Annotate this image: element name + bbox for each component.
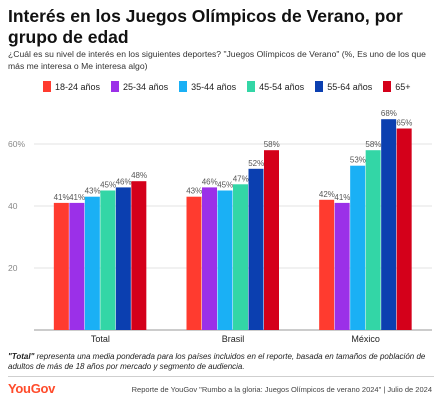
data-label: 43% [186, 187, 202, 196]
legend-label: 45-54 años [259, 81, 305, 92]
data-label: 53% [350, 156, 366, 165]
bar [396, 128, 412, 330]
category-label: México [351, 334, 380, 344]
chart-subtitle: ¿Cuál es su nivel de interés en los sigu… [8, 49, 426, 71]
chart-title: Interés en los Juegos Olímpicos de Veran… [8, 6, 403, 47]
data-label: 41% [334, 193, 350, 202]
bar [115, 187, 131, 330]
bar [365, 150, 381, 330]
bar [186, 196, 202, 330]
category-label: Brasil [222, 334, 245, 344]
legend-item-5: 65+ [383, 81, 411, 92]
y-tick-label: 40 [8, 201, 18, 211]
bar [264, 150, 279, 330]
legend-label: 55-64 años [327, 81, 373, 92]
bar [84, 196, 100, 330]
legend-label: 65+ [395, 81, 411, 92]
bar [381, 119, 397, 330]
source-text: Reporte de YouGov "Rumbo a la gloria: Ju… [131, 385, 432, 394]
footnote-text: representa una media ponderada para los … [8, 352, 426, 371]
bar [100, 190, 116, 330]
legend-swatch [383, 81, 392, 92]
bar [131, 181, 147, 330]
data-label: 58% [264, 140, 280, 149]
data-label: 48% [131, 171, 147, 180]
category-label: Total [91, 334, 110, 344]
bar [69, 202, 85, 330]
footnote: "Total" representa una media ponderada p… [8, 352, 434, 372]
data-label: 58% [365, 140, 381, 149]
yougov-logo: YouGov [8, 381, 56, 396]
bar [334, 202, 350, 330]
data-label: 41% [54, 193, 70, 202]
y-tick-label: 20 [8, 263, 18, 273]
data-label: 65% [396, 119, 412, 128]
bar [53, 202, 69, 330]
bar [319, 199, 335, 330]
legend-label: 18-24 años [55, 81, 101, 92]
bar [248, 168, 264, 330]
legend-swatch [247, 81, 256, 92]
bar [217, 190, 233, 330]
data-label: 42% [319, 190, 335, 199]
legend-item-1: 25-34 años [111, 81, 168, 92]
legend-swatch [111, 81, 120, 92]
bar [202, 187, 217, 330]
legend-item-0: 18-24 años [43, 81, 100, 92]
data-label: 43% [85, 187, 101, 196]
data-label: 52% [248, 159, 264, 168]
legend-swatch [43, 81, 51, 92]
legend-swatch [315, 81, 324, 92]
data-label: 41% [69, 193, 85, 202]
legend: 18-24 años 25-34 años 35-44 años 45-54 años… [43, 81, 422, 92]
data-label: 46% [116, 177, 132, 186]
legend-swatch [179, 81, 188, 92]
divider [8, 376, 434, 377]
data-label: 47% [233, 174, 249, 183]
legend-label: 25-34 años [123, 81, 169, 92]
footnote-bold: "Total" [8, 352, 35, 361]
data-label: 45% [100, 181, 116, 190]
legend-item-2: 35-44 años [179, 81, 236, 92]
legend-item-4: 55-64 años [315, 81, 372, 92]
y-tick-label: 60% [8, 139, 25, 149]
bar [233, 184, 248, 330]
data-label: 46% [202, 177, 218, 186]
legend-label: 35-44 años [191, 81, 237, 92]
bar [350, 165, 366, 330]
data-label: 68% [381, 109, 397, 118]
data-label: 45% [217, 181, 233, 190]
legend-item-3: 45-54 años [247, 81, 304, 92]
